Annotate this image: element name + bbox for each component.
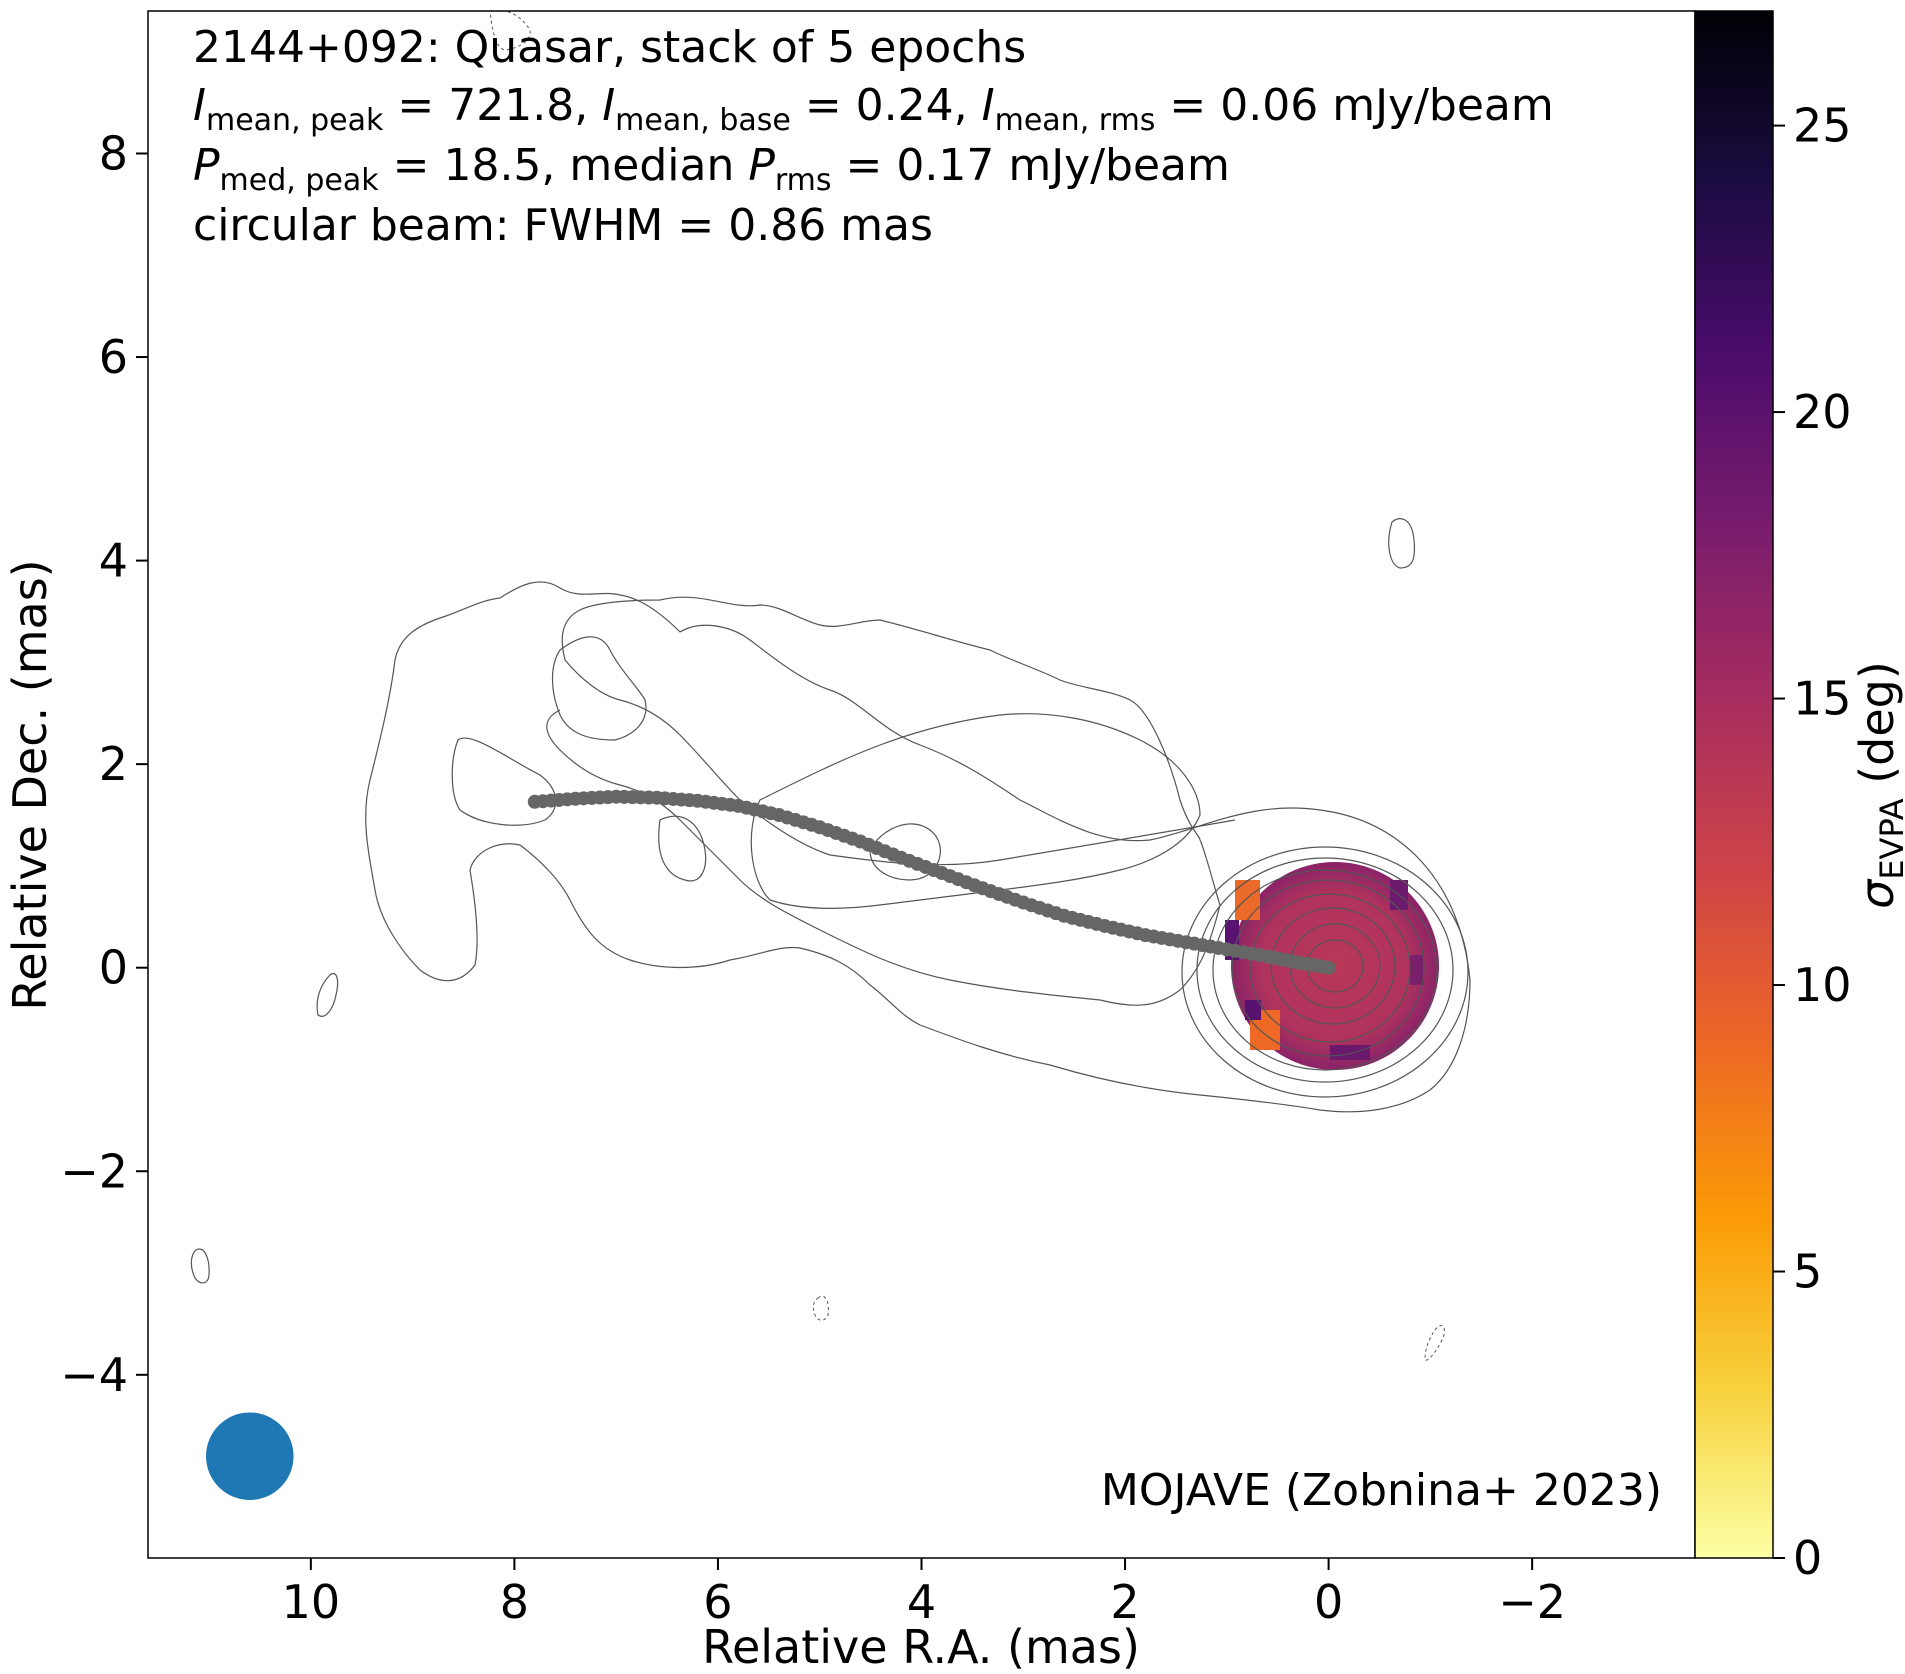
ridge-line bbox=[527, 789, 1336, 975]
core-contour bbox=[1196, 857, 1454, 1083]
colorbar-tick-label: 25 bbox=[1793, 99, 1852, 153]
core-pixel-purple-4 bbox=[1410, 955, 1424, 985]
y-tick-label: 0 bbox=[99, 941, 128, 995]
jet-contour-island-6 bbox=[489, 11, 531, 51]
x-tick-label: 0 bbox=[1314, 1575, 1343, 1629]
title-line-4: circular beam: FWHM = 0.86 mas bbox=[193, 200, 933, 251]
core-contour bbox=[1270, 907, 1396, 1025]
x-tick-label: 2 bbox=[1110, 1575, 1139, 1629]
core-contours bbox=[1181, 846, 1469, 1098]
x-tick-label: 6 bbox=[703, 1575, 732, 1629]
jet-contour-inner-5 bbox=[750, 713, 1201, 909]
y-tick-label: 4 bbox=[99, 534, 128, 588]
jet-contour-inner-4 bbox=[869, 823, 941, 881]
jet-contour-outer bbox=[546, 596, 1236, 1006]
jet-contour-island-1 bbox=[1388, 518, 1416, 569]
core-contour bbox=[1181, 846, 1469, 1098]
y-axis: 8 6 4 2 0 −2 −4 bbox=[60, 126, 148, 1402]
plot-area bbox=[148, 11, 1695, 1558]
jet-contour-inner-1 bbox=[451, 737, 557, 826]
y-tick-label: −4 bbox=[60, 1348, 128, 1402]
y-tick-label: 6 bbox=[99, 330, 128, 384]
y-tick-label: 2 bbox=[99, 737, 128, 791]
beam-ellipse bbox=[206, 1412, 294, 1500]
jet-contour-inner-3 bbox=[658, 815, 707, 882]
jet-contour-inner-2 bbox=[551, 636, 647, 741]
title-line-2: Imean, peak = 721.8, Imean, base = 0.24,… bbox=[193, 80, 1554, 138]
core-pixel-purple-2 bbox=[1245, 1000, 1261, 1020]
jet-contour-island-2 bbox=[316, 973, 339, 1017]
core-contour bbox=[1212, 869, 1438, 1071]
colorbar-tick-label: 5 bbox=[1793, 1245, 1822, 1299]
y-tick-label: 8 bbox=[99, 126, 128, 180]
core-contour bbox=[1231, 879, 1425, 1057]
colorbar bbox=[1694, 10, 1774, 1559]
x-tick-label: 4 bbox=[907, 1575, 936, 1629]
colorbar-tick-label: 15 bbox=[1793, 672, 1852, 726]
core-contour bbox=[1249, 893, 1411, 1043]
jet-contour-envelope bbox=[365, 581, 1471, 1113]
core-pixel-purple-5 bbox=[1330, 1045, 1370, 1060]
x-tick-label: 8 bbox=[500, 1575, 529, 1629]
x-axis: 10 8 6 4 2 0 −2 bbox=[282, 1558, 1566, 1629]
colorbar-axis: 0 5 10 15 20 25 bbox=[1773, 99, 1852, 1585]
credit-label: MOJAVE (Zobnina+ 2023) bbox=[1101, 1465, 1662, 1516]
colorbar-tick-label: 10 bbox=[1793, 958, 1852, 1012]
title-line-3: Pmed, peak = 18.5, median Prms = 0.17 mJ… bbox=[193, 140, 1230, 198]
y-axis-label: Relative Dec. (mas) bbox=[3, 559, 57, 1010]
title-line-1: 2144+092: Quasar, stack of 5 epochs bbox=[193, 22, 1026, 73]
x-tick-label: −2 bbox=[1498, 1575, 1566, 1629]
jet-contour-island-5 bbox=[1424, 1325, 1445, 1361]
jet-contour-island-3 bbox=[190, 1248, 210, 1284]
x-tick-label: 10 bbox=[282, 1575, 341, 1629]
core-pixel-orange-1 bbox=[1235, 880, 1260, 920]
colorbar-label: σEVPA (deg) bbox=[1850, 661, 1905, 909]
x-axis-label: Relative R.A. (mas) bbox=[702, 1620, 1140, 1674]
plot-content bbox=[190, 11, 1471, 1500]
colorbar-tick-label: 20 bbox=[1793, 385, 1852, 439]
colorbar-tick-label: 0 bbox=[1793, 1531, 1822, 1585]
ridge-point bbox=[1321, 960, 1336, 975]
title-block: 2144+092: Quasar, stack of 5 epochs Imea… bbox=[193, 22, 1554, 251]
y-tick-label: −2 bbox=[60, 1144, 128, 1198]
